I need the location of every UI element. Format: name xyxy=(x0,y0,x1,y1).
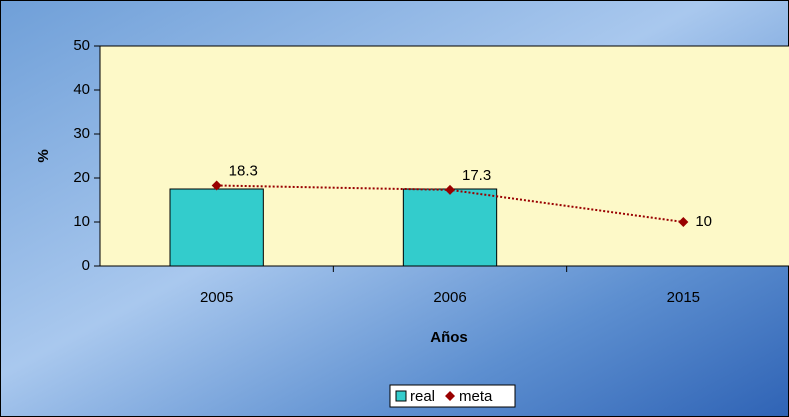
y-tick-label: 20 xyxy=(73,169,90,186)
x-tick-label: 2006 xyxy=(433,289,466,306)
legend-swatch xyxy=(395,390,407,402)
legend-swatch xyxy=(445,391,456,401)
y-tick-label: 10 xyxy=(73,213,90,230)
legend-label: real xyxy=(410,388,435,405)
y-tick-label: 40 xyxy=(73,81,90,98)
x-axis-label: Años xyxy=(430,329,468,346)
marker xyxy=(445,184,455,195)
legend-label: meta xyxy=(459,388,493,405)
x-tick-label: 2005 xyxy=(200,289,233,306)
x-tick-label: 2015 xyxy=(667,289,700,306)
y-axis-label: % xyxy=(35,149,52,162)
marker xyxy=(678,217,689,227)
y-tick-label: 50 xyxy=(73,37,90,54)
data-label: 17.3 xyxy=(462,167,491,184)
data-label: 18.3 xyxy=(229,162,258,179)
bar xyxy=(169,188,264,267)
y-tick-label: 30 xyxy=(73,125,90,142)
bar xyxy=(402,188,498,267)
data-label: 10 xyxy=(695,213,712,230)
marker xyxy=(211,180,222,191)
y-tick-label: 0 xyxy=(82,257,90,274)
